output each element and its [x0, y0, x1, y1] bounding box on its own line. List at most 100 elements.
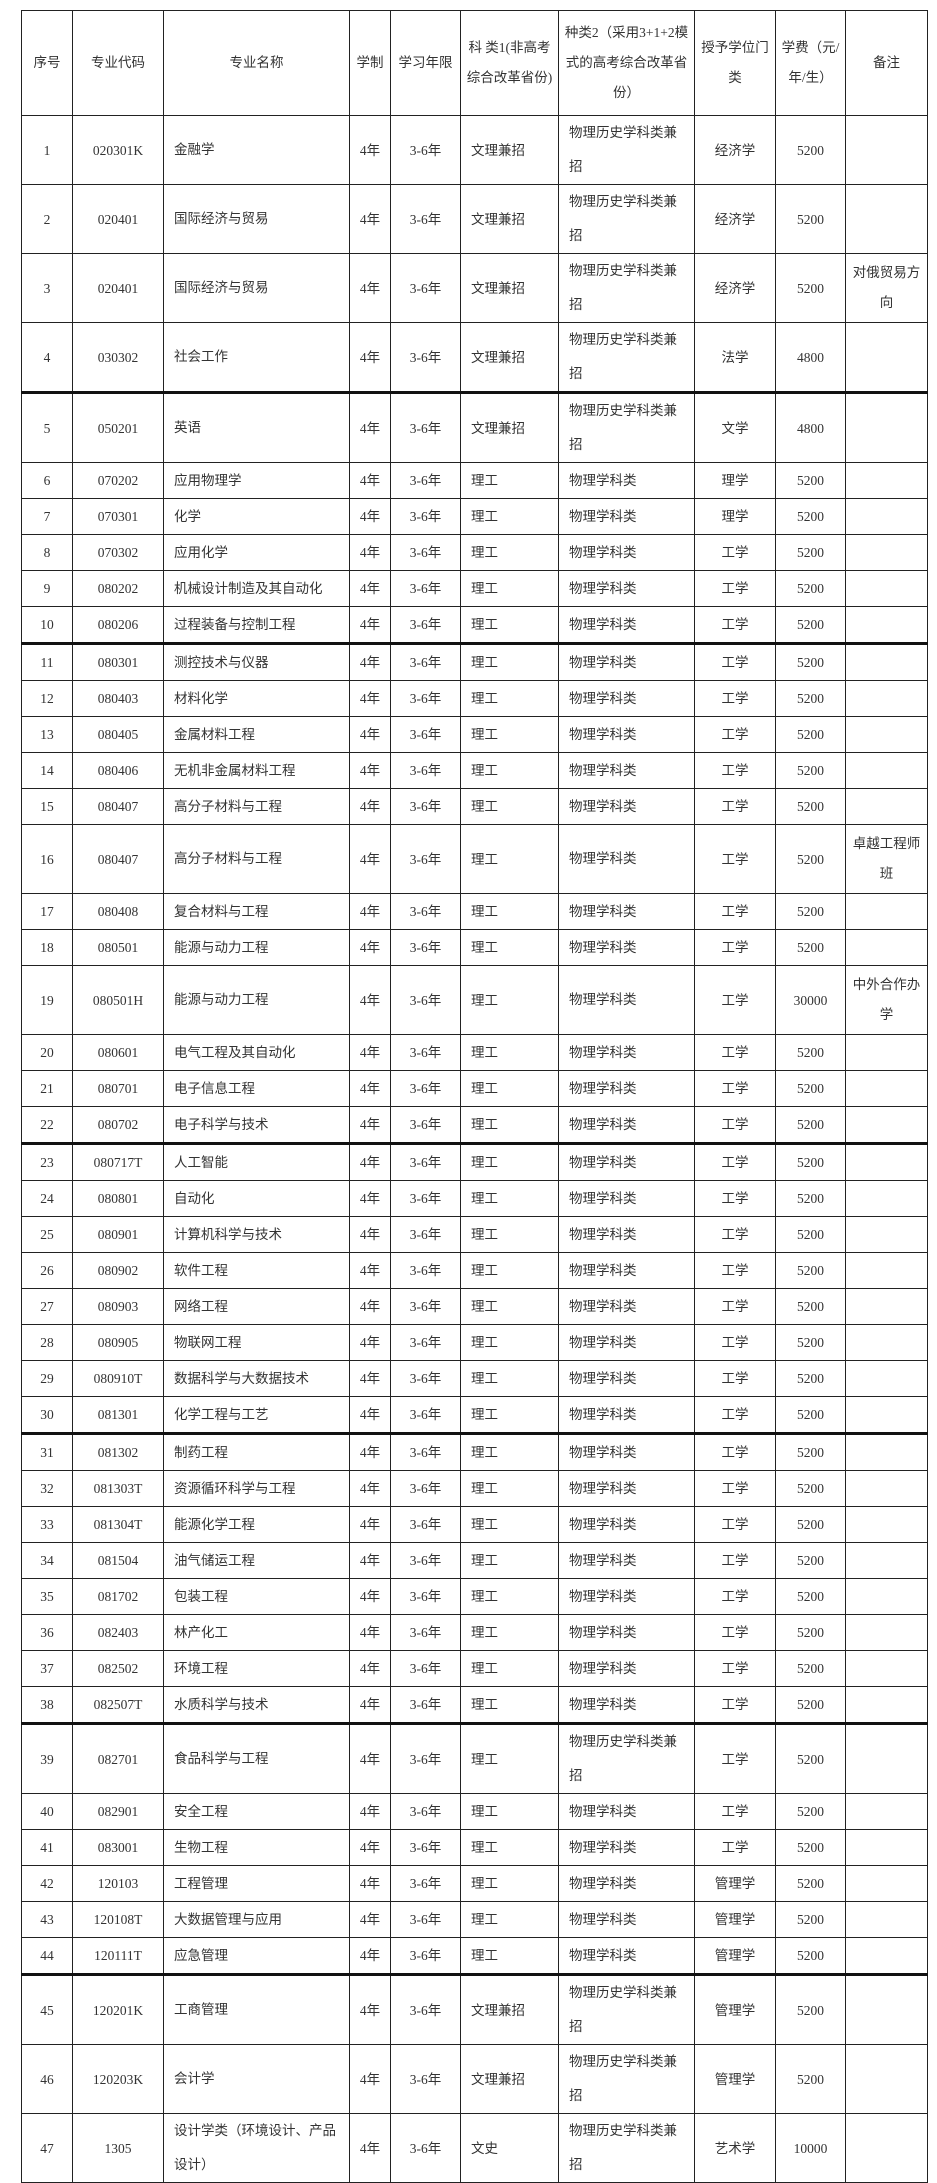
cell-name: 社会工作 [163, 322, 350, 393]
cell-category1: 理工 [460, 929, 559, 966]
table-row: 8 070302 应用化学 4年 3-6年 理工 物理学科类 工学 5200 [21, 534, 928, 571]
cell-category2: 物理学科类 [558, 1686, 695, 1724]
cell-name: 电气工程及其自动化 [163, 1034, 350, 1071]
cell-notes [845, 1650, 928, 1687]
cell-notes [845, 534, 928, 571]
cell-years: 3-6年 [390, 1034, 461, 1071]
cell-notes [845, 115, 928, 185]
cell-category1: 理工 [460, 1722, 559, 1794]
table-row: 9 080202 机械设计制造及其自动化 4年 3-6年 理工 物理学科类 工学 5200 [21, 570, 928, 607]
cell-name: 软件工程 [163, 1252, 350, 1289]
cell-years: 3-6年 [390, 1722, 461, 1794]
cell-duration: 4年 [349, 716, 391, 753]
cell-category1: 理工 [460, 570, 559, 607]
table-row: 35 081702 包装工程 4年 3-6年 理工 物理学科类 工学 5200 [21, 1578, 928, 1615]
cell-name: 油气储运工程 [163, 1542, 350, 1579]
majors-table: 序号 专业代码 专业名称 学制 学习年限科 类1(非高考综合改革省份) 种类2（采用3+1… [21, 10, 928, 2183]
cell-duration: 4年 [349, 391, 391, 463]
cell-years: 3-6年 [390, 1252, 461, 1289]
cell-name: 环境工程 [163, 1650, 350, 1687]
cell-tuition: 5200 [775, 1216, 846, 1253]
cell-notes [845, 1578, 928, 1615]
cell-category1: 理工 [460, 788, 559, 825]
cell-category1: 文理兼招 [460, 391, 559, 463]
cell-name: 电子信息工程 [163, 1070, 350, 1107]
cell-category1: 理工 [460, 1396, 559, 1434]
table-row: 39 082701 食品科学与工程 4年 3-6年 理工 物理历史学科类兼招 工学 5200 [21, 1722, 928, 1794]
cell-notes [845, 2113, 928, 2183]
cell-code: 080905 [72, 1324, 164, 1361]
cell-degree: 经济学 [694, 115, 776, 185]
cell-index: 42 [21, 1865, 73, 1902]
cell-degree: 工学 [694, 1432, 776, 1471]
cell-tuition: 5200 [775, 1578, 846, 1615]
cell-category2: 物理学科类 [558, 1070, 695, 1107]
cell-tuition: 5200 [775, 498, 846, 535]
cell-duration: 4年 [349, 752, 391, 789]
cell-notes [845, 1324, 928, 1361]
cell-tuition: 5200 [775, 1937, 846, 1975]
cell-years: 3-6年 [390, 1106, 461, 1144]
cell-duration: 4年 [349, 1070, 391, 1107]
cell-category2: 物理学科类 [558, 680, 695, 717]
header-category2: 种类2（采用3+1+2模式的高考综合改革省份） [558, 10, 695, 116]
cell-tuition: 5200 [775, 534, 846, 571]
cell-index: 41 [21, 1829, 73, 1866]
cell-notes [845, 1542, 928, 1579]
cell-degree: 工学 [694, 1506, 776, 1543]
cell-category2: 物理历史学科类兼招 [558, 391, 695, 463]
cell-duration: 4年 [349, 253, 391, 323]
cell-index: 28 [21, 1324, 73, 1361]
cell-years: 3-6年 [390, 1360, 461, 1397]
cell-category1: 理工 [460, 824, 559, 894]
cell-duration: 4年 [349, 824, 391, 894]
cell-tuition: 5200 [775, 606, 846, 644]
cell-years: 3-6年 [390, 1973, 461, 2045]
cell-degree: 工学 [694, 824, 776, 894]
cell-years: 3-6年 [390, 1901, 461, 1938]
cell-code: 080202 [72, 570, 164, 607]
cell-years: 3-6年 [390, 965, 461, 1035]
cell-duration: 4年 [349, 1288, 391, 1325]
cell-name: 复合材料与工程 [163, 893, 350, 930]
cell-name: 应急管理 [163, 1937, 350, 1975]
table-row: 22 080702 电子科学与技术 4年 3-6年 理工 物理学科类 工学 5200 [21, 1106, 928, 1144]
cell-category1: 理工 [460, 1829, 559, 1866]
cell-duration: 4年 [349, 1252, 391, 1289]
cell-notes [845, 1142, 928, 1181]
cell-duration: 4年 [349, 965, 391, 1035]
cell-tuition: 5200 [775, 893, 846, 930]
cell-duration: 4年 [349, 498, 391, 535]
table-row: 14 080406 无机非金属材料工程 4年 3-6年 理工 物理学科类 工学 5200 [21, 752, 928, 789]
cell-category2: 物理学科类 [558, 1506, 695, 1543]
cell-duration: 4年 [349, 2044, 391, 2114]
cell-duration: 4年 [349, 1650, 391, 1687]
cell-duration: 4年 [349, 462, 391, 499]
cell-duration: 4年 [349, 570, 391, 607]
cell-degree: 工学 [694, 1142, 776, 1181]
cell-index: 23 [21, 1142, 73, 1181]
cell-name: 能源化学工程 [163, 1506, 350, 1543]
cell-years: 3-6年 [390, 1216, 461, 1253]
cell-degree: 管理学 [694, 1901, 776, 1938]
cell-duration: 4年 [349, 1506, 391, 1543]
cell-degree: 工学 [694, 534, 776, 571]
table-row: 5 050201 英语 4年 3-6年 文理兼招 物理历史学科类兼招 文学 4800 [21, 391, 928, 463]
cell-degree: 工学 [694, 1070, 776, 1107]
cell-category2: 物理学科类 [558, 1542, 695, 1579]
cell-years: 3-6年 [390, 1650, 461, 1687]
cell-category2: 物理学科类 [558, 1432, 695, 1471]
cell-years: 3-6年 [390, 253, 461, 323]
cell-category1: 理工 [460, 1470, 559, 1507]
table-row: 4 030302 社会工作 4年 3-6年 文理兼招 物理历史学科类兼招 法学 4800 [21, 322, 928, 393]
cell-notes [845, 1216, 928, 1253]
cell-name: 制药工程 [163, 1432, 350, 1471]
cell-category2: 物理学科类 [558, 1360, 695, 1397]
cell-category1: 理工 [460, 1070, 559, 1107]
cell-index: 16 [21, 824, 73, 894]
cell-degree: 工学 [694, 1106, 776, 1144]
cell-years: 3-6年 [390, 929, 461, 966]
header-name: 专业名称 [163, 10, 350, 116]
cell-name: 金属材料工程 [163, 716, 350, 753]
cell-notes [845, 1252, 928, 1289]
